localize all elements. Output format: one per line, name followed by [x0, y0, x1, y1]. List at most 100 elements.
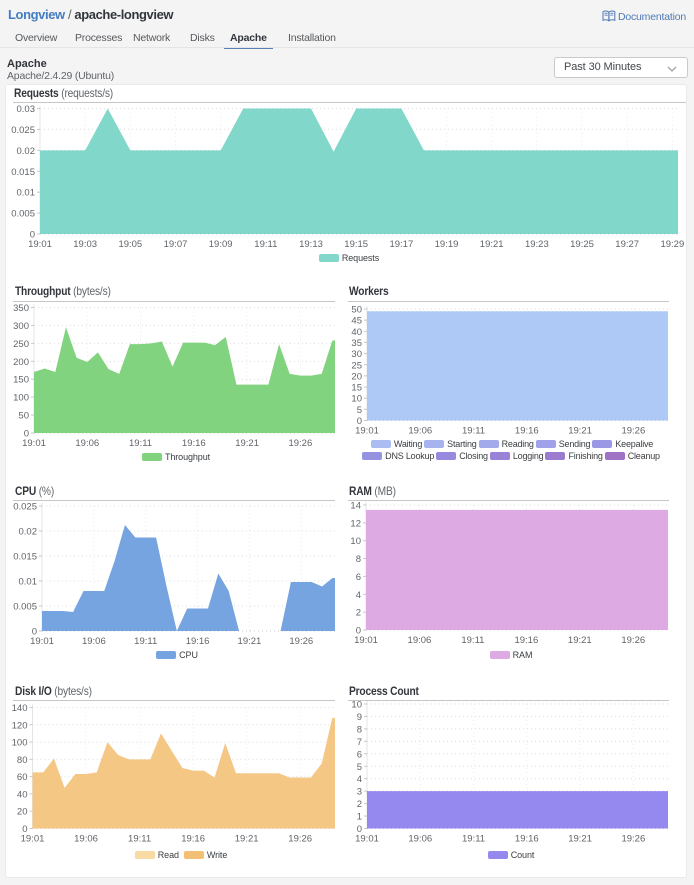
svg-text:19:21: 19:21: [568, 635, 592, 646]
svg-text:19:11: 19:11: [128, 834, 151, 845]
svg-text:19:19: 19:19: [435, 239, 459, 250]
svg-text:7: 7: [357, 737, 362, 748]
svg-text:19:06: 19:06: [408, 426, 432, 437]
svg-text:19:26: 19:26: [288, 834, 312, 845]
svg-text:8: 8: [357, 724, 362, 735]
svg-text:20: 20: [351, 371, 362, 382]
svg-text:12: 12: [350, 518, 361, 529]
svg-text:4: 4: [357, 774, 362, 785]
svg-text:45: 45: [351, 316, 362, 327]
svg-text:2: 2: [357, 799, 362, 810]
svg-text:19:16: 19:16: [515, 834, 539, 845]
svg-text:10: 10: [351, 700, 362, 711]
svg-text:0.02: 0.02: [19, 527, 38, 538]
svg-text:100: 100: [13, 393, 29, 404]
svg-text:0.03: 0.03: [17, 104, 36, 115]
svg-text:19:21: 19:21: [480, 239, 504, 250]
svg-text:19:11: 19:11: [134, 636, 157, 647]
svg-text:19:06: 19:06: [75, 438, 99, 449]
svg-text:19:21: 19:21: [568, 834, 592, 845]
svg-text:250: 250: [13, 339, 29, 350]
svg-text:5: 5: [357, 762, 362, 773]
svg-text:0: 0: [357, 416, 362, 427]
svg-text:15: 15: [351, 383, 362, 394]
svg-text:9: 9: [357, 712, 362, 723]
svg-text:0: 0: [356, 626, 361, 637]
svg-text:80: 80: [17, 755, 28, 766]
svg-text:19:06: 19:06: [74, 834, 98, 845]
svg-text:150: 150: [13, 375, 29, 386]
svg-text:19:06: 19:06: [408, 834, 432, 845]
svg-text:19:09: 19:09: [209, 239, 233, 250]
svg-text:19:05: 19:05: [118, 239, 142, 250]
svg-text:19:23: 19:23: [525, 239, 549, 250]
svg-text:19:26: 19:26: [289, 636, 313, 647]
svg-text:200: 200: [13, 357, 29, 368]
svg-text:19:11: 19:11: [461, 635, 484, 646]
svg-text:19:13: 19:13: [299, 239, 323, 250]
svg-text:0.01: 0.01: [19, 577, 38, 588]
svg-text:19:01: 19:01: [354, 635, 378, 646]
svg-text:0.015: 0.015: [13, 552, 37, 563]
svg-text:19:26: 19:26: [288, 438, 312, 449]
svg-text:0.01: 0.01: [17, 188, 36, 199]
svg-text:300: 300: [13, 321, 29, 332]
svg-text:0.005: 0.005: [13, 602, 37, 613]
svg-text:40: 40: [351, 327, 362, 338]
svg-text:19:27: 19:27: [615, 239, 639, 250]
svg-text:19:11: 19:11: [254, 239, 277, 250]
svg-text:0: 0: [357, 824, 362, 835]
svg-text:0.02: 0.02: [17, 146, 36, 157]
svg-text:0.005: 0.005: [11, 209, 35, 220]
svg-text:100: 100: [12, 738, 28, 749]
svg-text:50: 50: [351, 305, 362, 316]
svg-text:35: 35: [351, 338, 362, 349]
svg-text:19:01: 19:01: [355, 426, 379, 437]
svg-text:30: 30: [351, 349, 362, 360]
svg-text:350: 350: [13, 303, 29, 314]
svg-text:19:16: 19:16: [186, 636, 210, 647]
svg-text:19:01: 19:01: [28, 239, 52, 250]
svg-text:19:21: 19:21: [568, 426, 592, 437]
svg-text:19:21: 19:21: [235, 438, 259, 449]
svg-text:0: 0: [32, 627, 37, 638]
svg-text:19:26: 19:26: [621, 635, 645, 646]
svg-text:19:16: 19:16: [515, 426, 539, 437]
svg-text:19:11: 19:11: [462, 426, 485, 437]
svg-text:19:17: 19:17: [389, 239, 413, 250]
svg-text:19:29: 19:29: [660, 239, 684, 250]
svg-text:19:15: 19:15: [344, 239, 368, 250]
svg-text:50: 50: [18, 411, 29, 422]
svg-text:19:25: 19:25: [570, 239, 594, 250]
svg-text:19:06: 19:06: [82, 636, 106, 647]
svg-text:2: 2: [356, 608, 361, 619]
svg-text:0.025: 0.025: [11, 125, 35, 136]
svg-text:3: 3: [357, 787, 362, 798]
svg-text:19:16: 19:16: [514, 635, 538, 646]
svg-text:19:11: 19:11: [462, 834, 485, 845]
svg-text:19:16: 19:16: [182, 438, 206, 449]
svg-text:25: 25: [351, 360, 362, 371]
svg-text:60: 60: [17, 772, 28, 783]
svg-text:40: 40: [17, 789, 28, 800]
svg-text:19:16: 19:16: [181, 834, 205, 845]
svg-text:4: 4: [356, 590, 361, 601]
svg-text:14: 14: [350, 501, 361, 512]
svg-text:140: 140: [12, 703, 28, 714]
svg-text:120: 120: [12, 720, 28, 731]
svg-text:0.025: 0.025: [13, 502, 37, 513]
svg-text:19:01: 19:01: [22, 438, 46, 449]
svg-text:10: 10: [351, 394, 362, 405]
svg-text:8: 8: [356, 554, 361, 565]
svg-text:19:21: 19:21: [238, 636, 262, 647]
svg-text:0: 0: [24, 429, 29, 440]
svg-text:6: 6: [357, 749, 362, 760]
svg-text:19:06: 19:06: [408, 635, 432, 646]
svg-text:19:26: 19:26: [621, 834, 645, 845]
svg-text:0: 0: [22, 824, 27, 835]
svg-text:19:01: 19:01: [355, 834, 379, 845]
svg-text:19:21: 19:21: [235, 834, 259, 845]
svg-text:19:11: 19:11: [129, 438, 152, 449]
svg-text:10: 10: [350, 536, 361, 547]
svg-text:0: 0: [30, 230, 35, 241]
